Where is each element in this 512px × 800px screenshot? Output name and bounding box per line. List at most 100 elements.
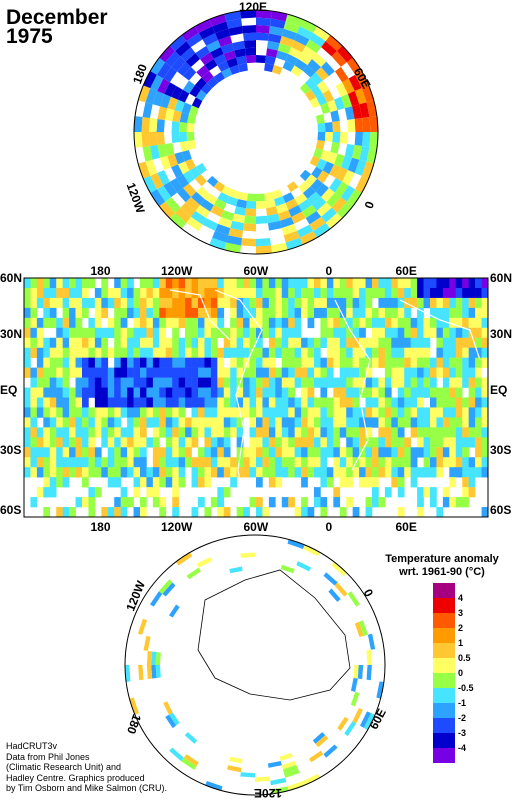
grid-cell bbox=[236, 427, 244, 438]
grid-cell bbox=[140, 437, 147, 448]
grid-cell bbox=[352, 357, 360, 368]
grid-cell bbox=[62, 287, 70, 299]
grid-cell bbox=[372, 487, 379, 498]
grid-cell bbox=[326, 377, 334, 388]
grid-cell bbox=[56, 467, 63, 478]
polar-cell bbox=[195, 163, 207, 175]
grid-cell bbox=[146, 278, 154, 289]
grid-cell bbox=[75, 387, 83, 398]
grid-cell bbox=[236, 507, 244, 518]
grid-cell bbox=[268, 467, 276, 478]
grid-cell bbox=[462, 297, 469, 309]
grid-cell bbox=[320, 278, 328, 289]
grid-cell bbox=[314, 487, 321, 498]
grid-cell bbox=[210, 427, 218, 438]
grid-cell bbox=[152, 297, 160, 309]
grid-cell bbox=[442, 397, 450, 408]
grid-cell bbox=[359, 287, 366, 299]
grid-cell bbox=[114, 417, 121, 428]
grid-cell bbox=[178, 477, 186, 488]
grid-cell bbox=[204, 387, 212, 398]
grid-cell bbox=[339, 447, 347, 458]
grid-cell bbox=[352, 437, 360, 448]
grid-cell bbox=[49, 367, 57, 378]
grid-cell bbox=[475, 367, 482, 378]
grid-cell bbox=[198, 377, 205, 388]
polar-cell bbox=[186, 132, 195, 142]
grid-cell bbox=[256, 357, 263, 368]
grid-cell bbox=[384, 347, 392, 358]
polar-cell bbox=[264, 63, 274, 73]
grid-cell bbox=[449, 437, 457, 448]
grid-cell bbox=[430, 407, 437, 418]
grid-cell bbox=[268, 497, 276, 508]
grid-cell bbox=[82, 387, 89, 398]
grid-cell bbox=[391, 477, 399, 488]
grid-cell bbox=[185, 387, 192, 398]
grid-cell bbox=[191, 437, 199, 448]
grid-cell bbox=[198, 307, 205, 319]
polar-cell bbox=[217, 60, 230, 72]
grid-cell bbox=[140, 457, 147, 468]
grid-cell bbox=[185, 357, 192, 368]
polar-cell bbox=[189, 166, 201, 179]
grid-cell bbox=[101, 357, 109, 368]
grid-cell bbox=[198, 327, 205, 339]
polar-cell bbox=[230, 220, 244, 231]
grid-cell bbox=[107, 457, 115, 468]
polar-cell bbox=[185, 197, 200, 211]
grid-cell bbox=[30, 367, 38, 378]
grid-cell bbox=[88, 467, 96, 478]
grid-cell bbox=[301, 407, 308, 418]
grid-cell bbox=[210, 357, 218, 368]
grid-cell bbox=[236, 317, 244, 329]
grid-cell bbox=[436, 457, 444, 468]
grid-cell bbox=[159, 327, 167, 339]
grid-cell bbox=[75, 278, 83, 289]
grid-cell bbox=[378, 497, 386, 508]
grid-cell bbox=[120, 327, 128, 339]
top-lon-label: 60E bbox=[395, 264, 417, 278]
grid-cell bbox=[204, 367, 212, 378]
grid-cell bbox=[243, 287, 250, 299]
grid-cell bbox=[442, 377, 450, 388]
grid-cell bbox=[288, 317, 295, 329]
polar-cell bbox=[354, 621, 364, 638]
grid-cell bbox=[449, 297, 457, 309]
grid-cell bbox=[397, 467, 405, 478]
polar-cell bbox=[163, 701, 173, 715]
grid-cell bbox=[172, 337, 179, 349]
grid-cell bbox=[172, 387, 179, 398]
grid-cell bbox=[127, 337, 134, 349]
grid-cell bbox=[62, 437, 70, 448]
grid-cell bbox=[326, 467, 334, 478]
grid-cell bbox=[372, 287, 379, 299]
polar-cell bbox=[159, 155, 172, 171]
map-title: December 1975 bbox=[6, 7, 108, 47]
coastline bbox=[214, 289, 263, 506]
grid-cell bbox=[30, 447, 38, 458]
grid-cell bbox=[410, 377, 418, 388]
grid-cell bbox=[178, 317, 186, 329]
grid-cell bbox=[30, 397, 38, 408]
polar-cell bbox=[215, 28, 231, 41]
grid-cell bbox=[243, 297, 250, 309]
grid-cell bbox=[468, 427, 476, 438]
grid-cell bbox=[172, 327, 179, 339]
grid-cell bbox=[36, 287, 44, 299]
grid-cell bbox=[249, 457, 257, 468]
grid-cell bbox=[152, 367, 160, 378]
grid-cell bbox=[449, 387, 457, 398]
polar-cell bbox=[321, 61, 335, 76]
grid-cell bbox=[359, 447, 366, 458]
grid-cell bbox=[281, 278, 289, 289]
grid-cell bbox=[24, 357, 31, 368]
grid-cell bbox=[326, 437, 334, 448]
grid-cell bbox=[365, 367, 373, 378]
grid-cell bbox=[436, 317, 444, 329]
grid-cell bbox=[36, 278, 44, 289]
grid-cell bbox=[455, 337, 463, 349]
grid-cell bbox=[462, 397, 469, 408]
grid-cell bbox=[359, 317, 366, 329]
grid-cell bbox=[249, 377, 257, 388]
